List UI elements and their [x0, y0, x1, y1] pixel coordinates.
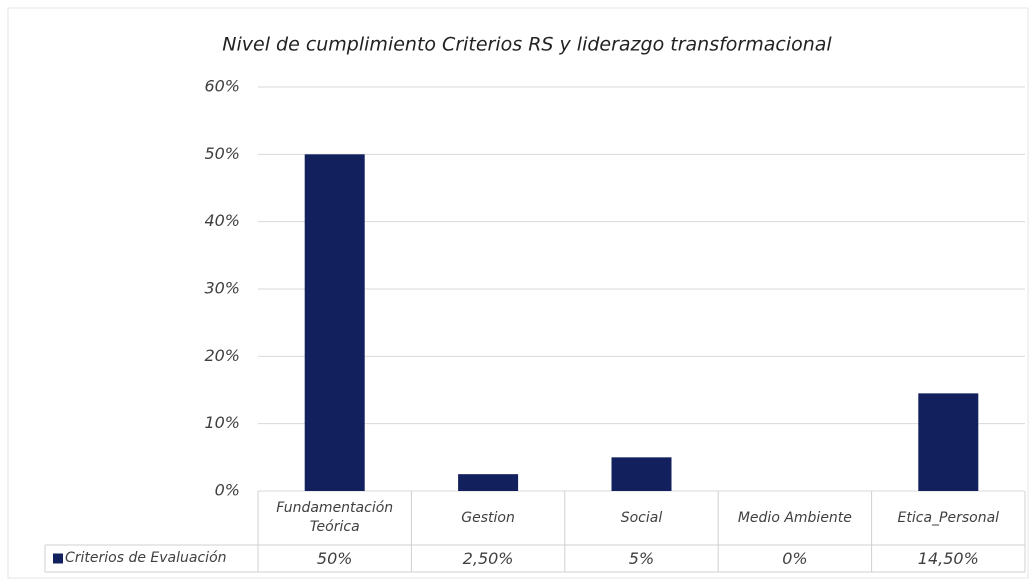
y-tick-label: 60%: [204, 77, 240, 96]
bar: [304, 154, 365, 492]
x-tick-label: Etica_Personal: [897, 509, 1000, 526]
table-value: 14,50%: [917, 549, 979, 568]
legend-label: Criterios de Evaluación: [65, 550, 227, 566]
bar: [458, 474, 519, 491]
y-tick-label: 30%: [204, 279, 240, 298]
x-tick-label: Social: [620, 509, 663, 526]
x-tick-label: Medio Ambiente: [737, 509, 852, 526]
table-value: 2,50%: [462, 549, 514, 568]
y-tick-label: 50%: [204, 144, 240, 163]
x-tick-label: Fundamentación Teórica: [276, 500, 394, 535]
y-tick-label: 10%: [204, 413, 240, 432]
legend-swatch: [53, 553, 63, 564]
table-value: 0%: [782, 549, 808, 568]
frame: [7, 7, 1029, 579]
y-tick-label: 0%: [215, 481, 240, 500]
table-value: 50%: [316, 549, 353, 568]
y-tick-label: 40%: [204, 211, 240, 230]
x-tick-label: Gestion: [461, 509, 515, 526]
y-tick-label: 20%: [204, 346, 240, 365]
chart-title: Nivel de cumplimiento Criterios RS y lid…: [222, 34, 832, 56]
bar: [918, 393, 979, 491]
table-value: 5%: [628, 549, 655, 568]
bar: [611, 457, 672, 491]
